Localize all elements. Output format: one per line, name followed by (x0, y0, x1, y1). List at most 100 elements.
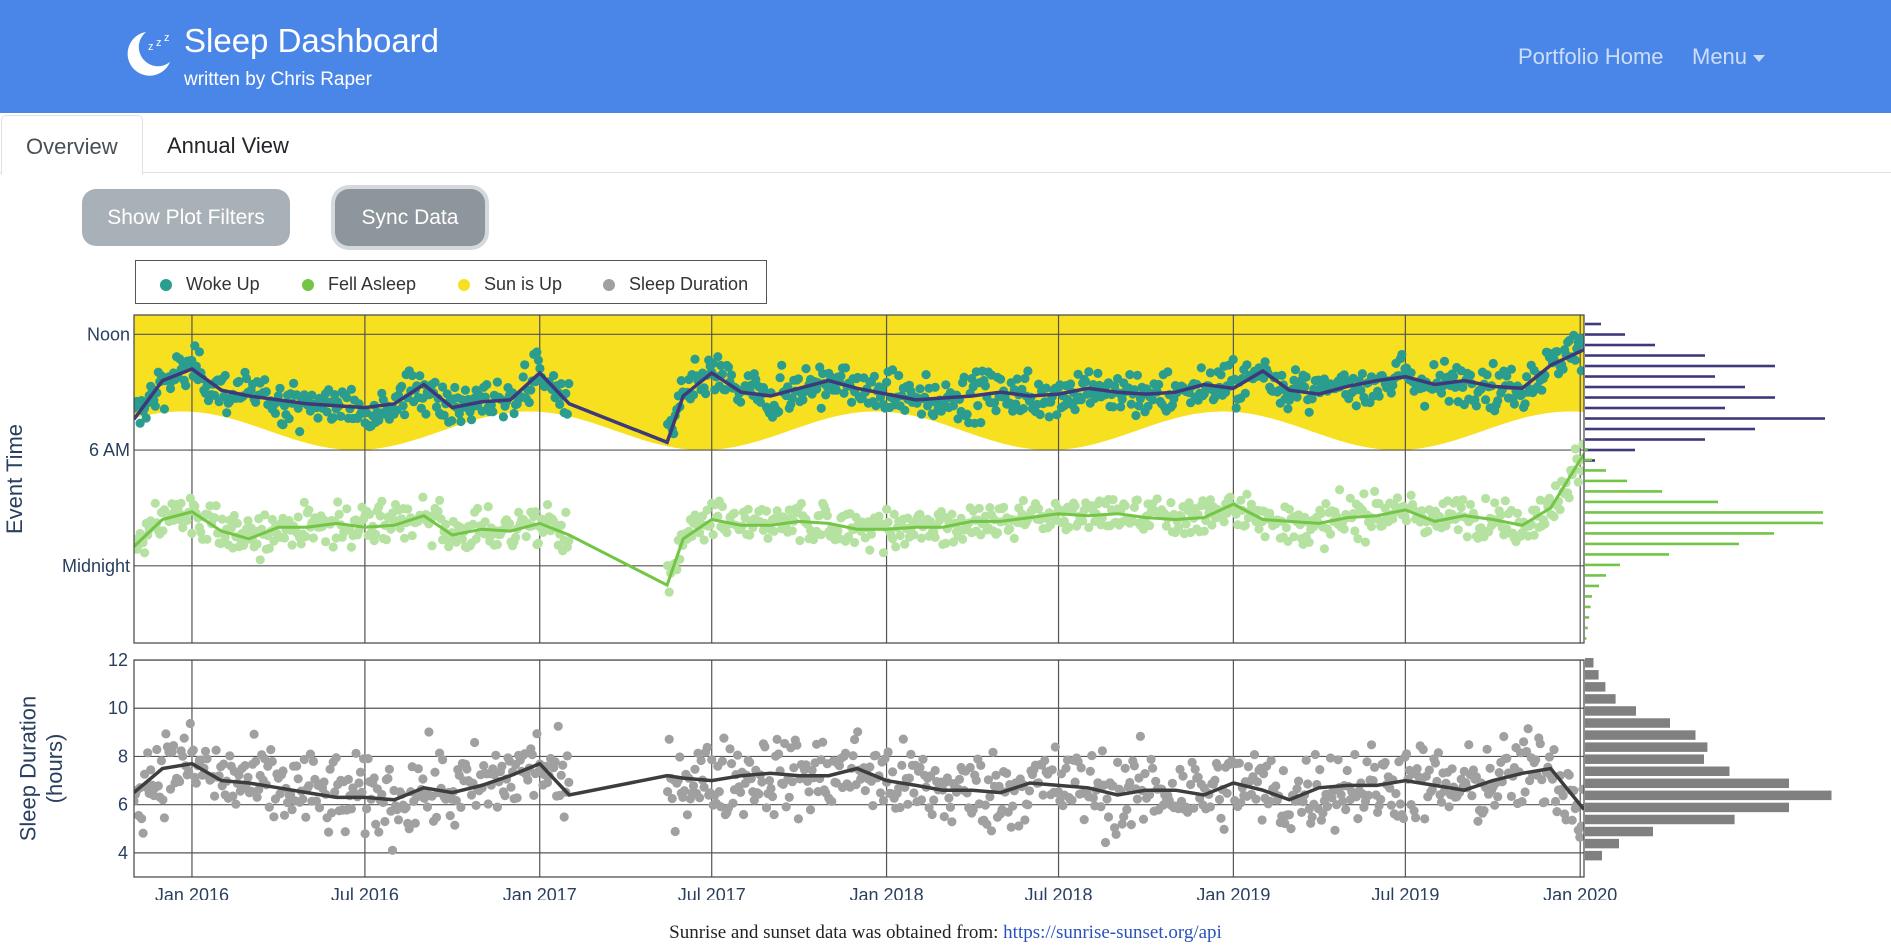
woke-up-point (777, 360, 787, 370)
fell-asleep-point (564, 536, 574, 546)
legend-sun-is-up[interactable]: Sun is Up (458, 274, 562, 295)
woke-up-point (1374, 391, 1384, 401)
fell-asleep-point (483, 502, 493, 512)
woke-up-point (454, 409, 464, 419)
woke-up-point (831, 385, 842, 395)
sleep-duration-point (1523, 724, 1533, 734)
woke-up-point (194, 347, 204, 357)
plot-frame (133, 659, 1585, 878)
sleep-duration-point (308, 756, 318, 766)
show-plot-filters-button[interactable]: Show Plot Filters (82, 189, 290, 246)
sleep-duration-point (343, 774, 353, 784)
fell-asleep-point (1120, 501, 1130, 511)
sleep-duration-point (249, 729, 259, 739)
fell-asleep-point (722, 528, 732, 538)
woke-up-point (915, 384, 925, 394)
y-axis-title: Event Time (2, 424, 27, 534)
menu-dropdown[interactable]: Menu (1692, 44, 1766, 70)
sunrise-sunset-api-link[interactable]: https://sunrise-sunset.org/api (1003, 922, 1222, 943)
sleep-duration-point (1125, 777, 1135, 788)
sleep-duration-point (947, 817, 957, 827)
sleep-duration-point (944, 793, 954, 803)
sleep-duration-point (1490, 800, 1500, 810)
sleep-duration-point (818, 737, 828, 747)
fell-asleep-point (874, 511, 884, 521)
woke-up-point (1493, 396, 1503, 406)
sync-data-button[interactable]: Sync Data (335, 189, 485, 246)
sleep-duration-point (906, 749, 916, 759)
legend-fell-asleep[interactable]: Fell Asleep (302, 274, 416, 295)
sleep-duration-point (1234, 758, 1244, 768)
woke-up-point (466, 415, 477, 425)
woke-up-point (751, 374, 761, 385)
woke-up-point (307, 390, 317, 400)
sleep-duration-point (161, 729, 171, 739)
portfolio-home-link[interactable]: Portfolio Home (1518, 44, 1664, 69)
sleep-duration-point (450, 820, 460, 830)
fell-asleep-histogram-bar (1585, 521, 1823, 525)
fell-asleep-point (1017, 509, 1027, 519)
woke-up-point (1131, 410, 1141, 421)
fell-asleep-point (772, 506, 782, 516)
sleep-duration-point (532, 729, 542, 739)
tab-annual-view[interactable]: Annual View (167, 133, 289, 158)
sleep-duration-point (994, 781, 1004, 791)
woke-up-point (1429, 360, 1439, 370)
woke-up-histogram-bar (1585, 448, 1635, 452)
sleep-duration-point (965, 762, 975, 773)
sleep-duration-point (267, 756, 277, 767)
woke-up-point (1148, 395, 1158, 405)
sleep-duration-histogram-bar (1585, 838, 1619, 849)
sleep-duration-point (717, 756, 728, 766)
sleep-duration-point (410, 818, 420, 828)
sleep-duration-point (895, 802, 905, 813)
woke-up-point (1292, 392, 1302, 402)
tab-overview[interactable]: Overview (1, 115, 143, 175)
sleep-duration-point (1468, 765, 1478, 775)
fell-asleep-point (1366, 521, 1377, 532)
woke-up-histogram-bar (1585, 354, 1705, 357)
sleep-duration-point (834, 761, 845, 771)
sleep-duration-point (664, 734, 674, 744)
sleep-duration-point (693, 748, 703, 758)
sleep-duration-point (1292, 784, 1302, 794)
woke-up-point (234, 376, 244, 387)
sleep-duration-point (383, 773, 393, 784)
fell-asleep-point (850, 537, 860, 548)
sleep-duration-point (801, 760, 811, 770)
sleep-duration-point (918, 754, 928, 764)
sleep-duration-point (553, 721, 563, 731)
sleep-duration-point (807, 765, 817, 775)
sleep-duration-point (663, 787, 673, 797)
woke-up-point (688, 390, 699, 400)
sleep-duration-point (384, 764, 394, 774)
fell-asleep-point (1392, 493, 1402, 503)
sleep-duration-point (340, 827, 350, 837)
sleep-duration-point (1418, 744, 1428, 755)
legend-sleep-duration[interactable]: Sleep Duration (603, 274, 748, 295)
legend-dot-icon (160, 279, 172, 291)
fell-asleep-point (1321, 499, 1331, 509)
sleep-duration-point (1002, 768, 1012, 778)
sleep-duration-point (1330, 825, 1340, 835)
legend-label: Woke Up (186, 274, 260, 294)
woke-up-point (976, 418, 986, 428)
sleep-duration-point (1067, 795, 1077, 805)
woke-up-point (1116, 402, 1126, 412)
woke-up-histogram-bar (1585, 322, 1601, 326)
legend-woke-up[interactable]: Woke Up (160, 274, 260, 295)
fell-asleep-point (1184, 498, 1194, 508)
woke-up-point (690, 354, 700, 364)
sleep-duration-point (301, 812, 311, 822)
woke-up-point (251, 397, 261, 407)
sleep-duration-point (252, 792, 262, 802)
woke-up-point (1471, 401, 1481, 411)
woke-up-point (524, 397, 534, 408)
sleep-duration-point (479, 761, 489, 771)
sleep-duration-point (1424, 765, 1434, 775)
sleep-duration-point (1391, 789, 1401, 799)
sleep-duration-point (1096, 802, 1106, 812)
woke-up-point (720, 385, 731, 395)
woke-up-point (1154, 379, 1164, 390)
sleep-duration-point (1257, 815, 1267, 825)
